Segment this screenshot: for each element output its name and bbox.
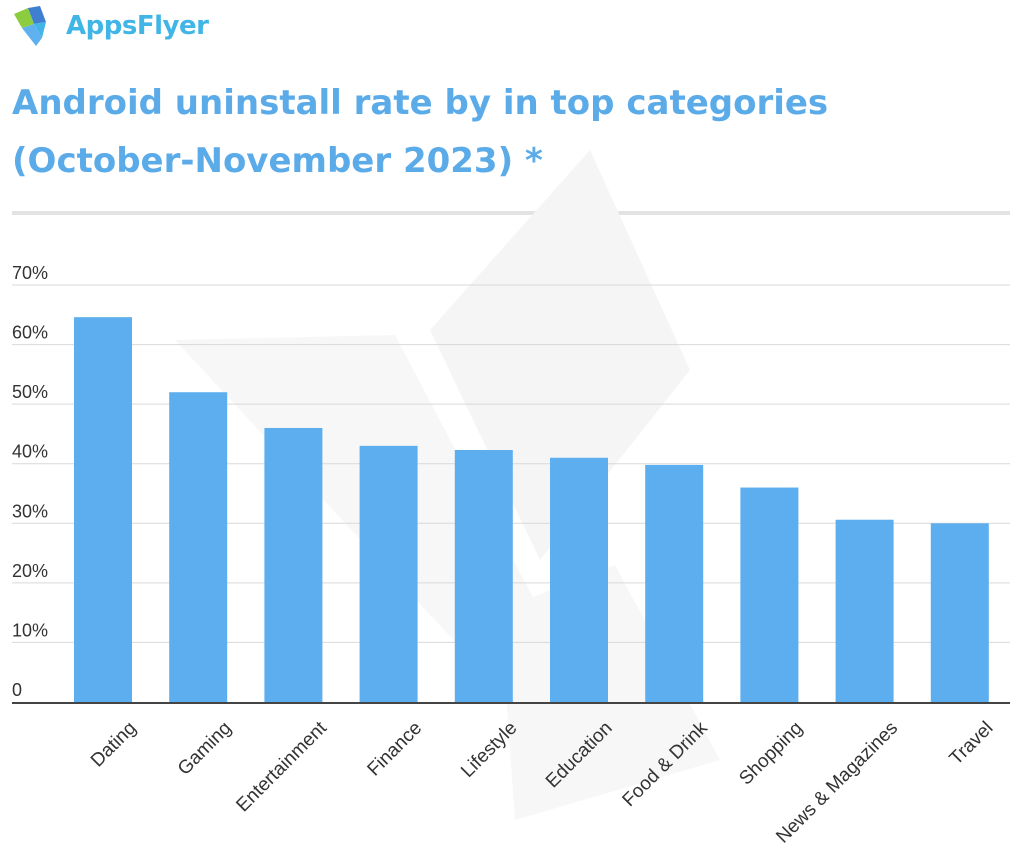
bar	[645, 464, 704, 702]
x-tick-label: Entertainment	[232, 717, 331, 816]
bar	[264, 427, 323, 702]
y-tick-label: 70%	[12, 263, 48, 283]
y-tick-label: 60%	[12, 323, 48, 343]
bar	[835, 519, 894, 702]
chart-title: Android uninstall rate by in top categor…	[12, 74, 1002, 190]
chart-title-line-1: Android uninstall rate by in top categor…	[12, 83, 829, 123]
bar	[740, 487, 799, 702]
x-tick-label: Finance	[364, 718, 427, 781]
y-tick-label: 10%	[12, 620, 48, 640]
appsflyer-logo: AppsFlyer	[12, 4, 209, 48]
y-tick-label: 20%	[12, 561, 48, 581]
x-tick-label: Gaming	[174, 718, 236, 780]
watermark-logo	[175, 150, 720, 820]
bar	[359, 445, 418, 702]
x-tick-label: Travel	[946, 718, 998, 770]
title-divider	[12, 211, 1010, 215]
bar	[930, 523, 989, 702]
bar	[169, 392, 228, 702]
appsflyer-logo-icon	[14, 6, 46, 46]
x-tick-label: Shopping	[735, 718, 807, 790]
brand-name: AppsFlyer	[66, 11, 209, 41]
bar	[550, 457, 608, 702]
y-tick-label: 50%	[12, 382, 48, 402]
bar	[454, 450, 513, 702]
y-tick-label: 0	[12, 680, 22, 700]
chart-title-line-2: (October-November 2023) *	[12, 141, 543, 181]
y-tick-label: 40%	[12, 442, 48, 462]
bar	[74, 317, 132, 702]
x-tick-label: Dating	[87, 718, 141, 772]
y-tick-label: 30%	[12, 501, 48, 521]
